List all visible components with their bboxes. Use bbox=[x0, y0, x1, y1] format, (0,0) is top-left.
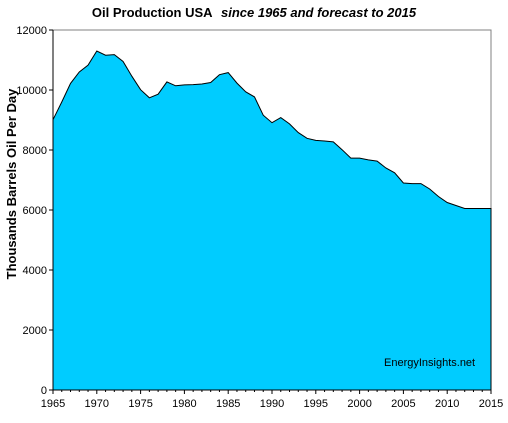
source-annotation: EnergyInsights.net bbox=[384, 357, 475, 369]
y-tick-label: 0 bbox=[41, 385, 47, 397]
y-tick-label: 12000 bbox=[16, 25, 47, 37]
y-tick-label: 8000 bbox=[23, 145, 47, 157]
y-tick-label: 2000 bbox=[23, 325, 47, 337]
x-tick-label: 1990 bbox=[260, 398, 284, 410]
x-tick-label: 1975 bbox=[128, 398, 152, 410]
chart-title-subtitle: since 1965 and forecast to 2015 bbox=[221, 5, 417, 20]
x-tick-label: 1980 bbox=[172, 398, 196, 410]
x-tick-label: 1985 bbox=[216, 398, 240, 410]
y-axis-label: Thousands Barrels Oil Per Day bbox=[4, 88, 19, 280]
chart-title-main: Oil Production USA bbox=[92, 5, 213, 20]
x-tick-label: 2005 bbox=[391, 398, 415, 410]
y-tick-label: 4000 bbox=[23, 265, 47, 277]
x-tick-label: 2015 bbox=[479, 398, 503, 410]
x-tick-label: 2000 bbox=[347, 398, 371, 410]
x-axis-ticks: 1965 1970 1975 1980 1985 1990 1995 2000 2005 2010… bbox=[41, 390, 503, 410]
y-tick-label: 10000 bbox=[16, 85, 47, 97]
production-area bbox=[52, 50, 492, 391]
x-tick-label: 1970 bbox=[85, 398, 109, 410]
chart-title: Oil Production USA since 1965 and foreca… bbox=[92, 4, 417, 21]
y-axis-ticks: 0 2000 4000 6000 8000 10000 12000 bbox=[16, 25, 53, 397]
x-tick-label: 1965 bbox=[41, 398, 65, 410]
x-tick-label: 2010 bbox=[435, 398, 459, 410]
x-tick-label: 1995 bbox=[304, 398, 328, 410]
y-tick-label: 6000 bbox=[23, 205, 47, 217]
